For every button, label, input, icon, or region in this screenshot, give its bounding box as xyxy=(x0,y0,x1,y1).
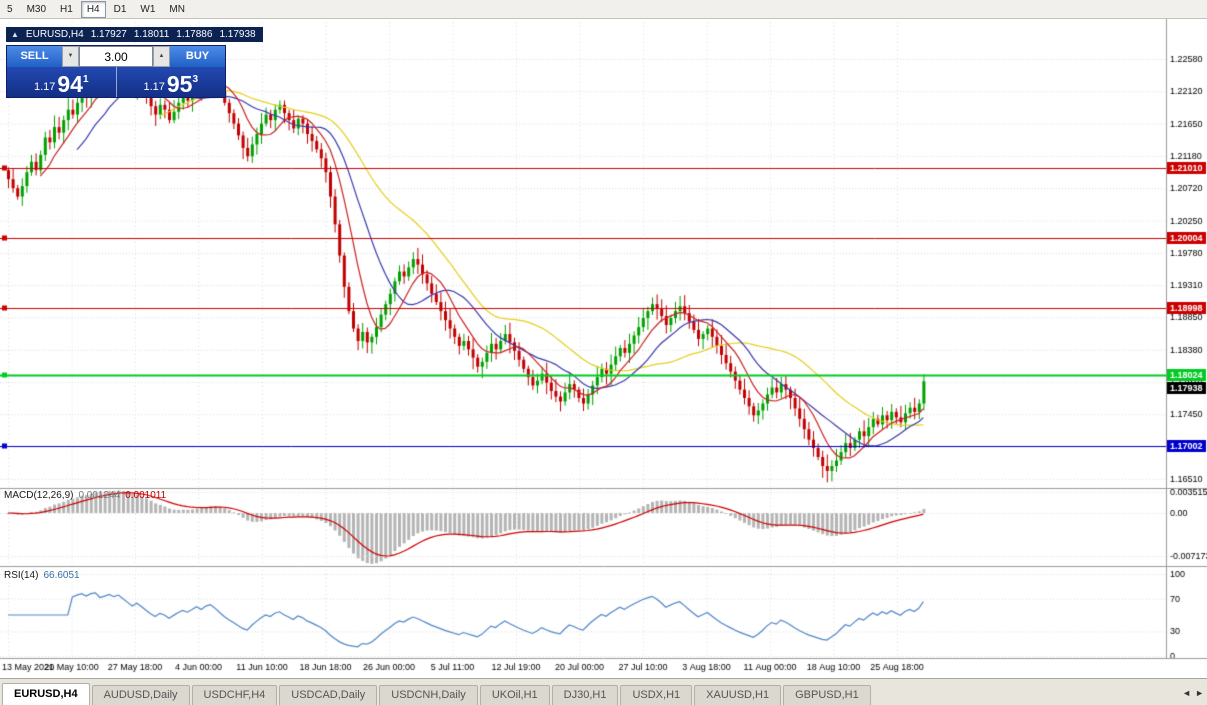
chart-tabbar: EURUSD,H4 AUDUSD,Daily USDCHF,H4 USDCAD,Dai… xyxy=(0,678,1207,705)
sell-price-big: 94 xyxy=(57,71,83,97)
chart-tab-2[interactable]: USDCHF,H4 xyxy=(191,685,278,705)
buy-button[interactable]: BUY xyxy=(170,46,225,67)
timeframe-button-h1[interactable]: H1 xyxy=(60,3,73,15)
chart-tab-0[interactable]: EURUSD,H4 xyxy=(2,683,90,705)
ohlc-close: 1.17938 xyxy=(219,29,256,40)
timeframe-button-5[interactable]: 5 xyxy=(7,3,13,15)
timeframe-button-d1[interactable]: D1 xyxy=(113,3,127,15)
chart-tab-8[interactable]: XAUUSD,H1 xyxy=(694,685,782,705)
buy-price-big: 95 xyxy=(166,71,193,97)
price-chart-canvas[interactable] xyxy=(0,18,1207,678)
chart-ohlc-header: ▲ EURUSD,H4 1.17927 1.18011 1.17886 1.17… xyxy=(6,27,263,42)
sell-button[interactable]: SELL xyxy=(7,46,62,67)
macd-signal-value: 0.001011 xyxy=(125,490,167,501)
chart-tab-1[interactable]: AUDUSD,Daily xyxy=(91,685,190,705)
tab-scroll-right-icon[interactable]: ► xyxy=(1195,688,1204,698)
rsi-panel-label: RSI(14) 66.6051 xyxy=(4,570,80,581)
timeframe-button-w1[interactable]: W1 xyxy=(140,3,156,15)
chart-tab-6[interactable]: DJ30,H1 xyxy=(551,685,619,705)
chart-tab-3[interactable]: USDCAD,Daily xyxy=(279,685,378,705)
sell-price-display[interactable]: 1.17 94 1 xyxy=(7,67,116,97)
one-click-trade-panel: SELL ▼ ▲ BUY 1.17 94 1 1.17 95 3 xyxy=(6,45,226,98)
chart-tab-5[interactable]: UKOil,H1 xyxy=(479,685,550,705)
buy-price-display[interactable]: 1.17 95 3 xyxy=(115,67,226,97)
ohlc-open: 1.17927 xyxy=(90,29,127,40)
timeframe-button-mn[interactable]: MN xyxy=(169,3,185,15)
ohlc-low: 1.17886 xyxy=(176,29,213,40)
volume-increase-button[interactable]: ▲ xyxy=(153,46,170,67)
timeframe-button-m30[interactable]: M30 xyxy=(26,3,47,15)
timeframe-button-h4[interactable]: H4 xyxy=(80,0,106,18)
buy-price-pip: 3 xyxy=(192,74,199,85)
macd-panel-label: MACD(12,26,9) 0.001244 0.001011 xyxy=(4,490,166,501)
tab-scroll-left-icon[interactable]: ◄ xyxy=(1182,688,1192,698)
sell-price-base: 1.17 xyxy=(33,81,56,93)
volume-input[interactable] xyxy=(79,46,153,67)
buy-price-base: 1.17 xyxy=(143,81,165,93)
chart-tab-4[interactable]: USDCNH,Daily xyxy=(379,685,478,705)
timeframe-toolbar: 5 M30 H1 H4 D1 W1 MN xyxy=(0,0,1207,19)
volume-decrease-button[interactable]: ▼ xyxy=(62,46,79,67)
chart-symbol-label: EURUSD,H4 xyxy=(25,29,84,40)
rsi-name: RSI(14) xyxy=(4,570,39,581)
chart-tab-9[interactable]: GBPUSD,H1 xyxy=(783,685,871,705)
macd-name: MACD(12,26,9) xyxy=(4,490,74,501)
rsi-value: 66.6051 xyxy=(43,570,80,581)
sell-price-pip: 1 xyxy=(82,74,89,85)
ohlc-high: 1.18011 xyxy=(133,29,170,40)
chart-tab-7[interactable]: USDX,H1 xyxy=(620,685,693,705)
tab-scroll-buttons: ◄ ► xyxy=(1182,687,1204,699)
direction-up-icon: ▲ xyxy=(11,30,19,39)
macd-main-value: 0.001244 xyxy=(78,490,121,501)
